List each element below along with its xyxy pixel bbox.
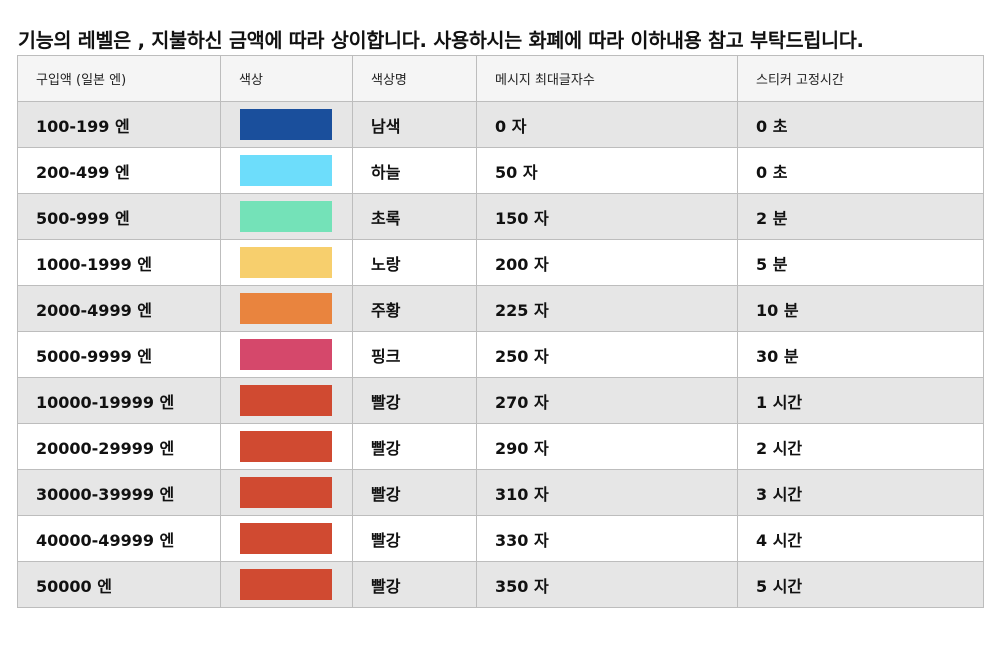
color-swatch-cell (220, 101, 353, 148)
max-chars-cell: 50 자 (476, 147, 738, 194)
max-chars-cell: 350 자 (476, 561, 738, 608)
color-name-cell: 주황 (352, 285, 477, 332)
color-swatch-cell (220, 561, 353, 608)
color-swatch-cell (220, 285, 353, 332)
color-swatch (240, 155, 332, 186)
color-swatch-cell (220, 377, 353, 424)
pin-time-cell: 10 분 (737, 285, 984, 332)
max-chars-cell: 150 자 (476, 193, 738, 240)
max-chars-cell: 250 자 (476, 331, 738, 378)
table-row: 2000-4999 엔 주황 225 자 10 분 (17, 285, 984, 332)
amount-cell: 30000-39999 엔 (17, 469, 221, 516)
color-swatch-cell (220, 331, 353, 378)
color-name-cell: 빨강 (352, 469, 477, 516)
amount-cell: 40000-49999 엔 (17, 515, 221, 562)
color-name-cell: 핑크 (352, 331, 477, 378)
max-chars-cell: 330 자 (476, 515, 738, 562)
max-chars-cell: 225 자 (476, 285, 738, 332)
color-name-cell: 하늘 (352, 147, 477, 194)
color-swatch (240, 109, 332, 140)
pin-time-cell: 2 분 (737, 193, 984, 240)
color-swatch (240, 523, 332, 554)
pin-time-cell: 0 초 (737, 101, 984, 148)
max-chars-cell: 200 자 (476, 239, 738, 286)
notice-text: 기능의 레벨은 , 지불하신 금액에 따라 상이합니다. 사용하시는 화폐에 따… (18, 29, 864, 52)
table-header-row: 구입액 (일본 엔) 색상 색상명 메시지 최대글자수 스티커 고정시간 (17, 55, 984, 102)
max-chars-cell: 0 자 (476, 101, 738, 148)
color-name-cell: 빨강 (352, 561, 477, 608)
pin-time-cell: 1 시간 (737, 377, 984, 424)
header-max-chars: 메시지 최대글자수 (476, 55, 738, 102)
color-swatch-cell (220, 239, 353, 286)
color-swatch (240, 385, 332, 416)
amount-cell: 2000-4999 엔 (17, 285, 221, 332)
pin-time-cell: 3 시간 (737, 469, 984, 516)
pin-time-cell: 0 초 (737, 147, 984, 194)
color-swatch (240, 247, 332, 278)
level-table: 구입액 (일본 엔) 색상 색상명 메시지 최대글자수 스티커 고정시간 100… (17, 55, 984, 608)
color-swatch-cell (220, 147, 353, 194)
pin-time-cell: 30 분 (737, 331, 984, 378)
color-name-cell: 남색 (352, 101, 477, 148)
color-swatch (240, 293, 332, 324)
header-pin-time: 스티커 고정시간 (737, 55, 984, 102)
color-swatch-cell (220, 423, 353, 470)
amount-cell: 1000-1999 엔 (17, 239, 221, 286)
header-amount: 구입액 (일본 엔) (17, 55, 221, 102)
color-swatch (240, 201, 332, 232)
amount-cell: 50000 엔 (17, 561, 221, 608)
color-name-cell: 초록 (352, 193, 477, 240)
color-name-cell: 노랑 (352, 239, 477, 286)
header-color-name: 색상명 (352, 55, 477, 102)
color-swatch (240, 339, 332, 370)
max-chars-cell: 290 자 (476, 423, 738, 470)
color-swatch (240, 477, 332, 508)
pin-time-cell: 4 시간 (737, 515, 984, 562)
pin-time-cell: 2 시간 (737, 423, 984, 470)
color-name-cell: 빨강 (352, 377, 477, 424)
amount-cell: 20000-29999 엔 (17, 423, 221, 470)
color-swatch (240, 431, 332, 462)
amount-cell: 5000-9999 엔 (17, 331, 221, 378)
amount-cell: 100-199 엔 (17, 101, 221, 148)
color-name-cell: 빨강 (352, 423, 477, 470)
table-row: 5000-9999 엔 핑크 250 자 30 분 (17, 331, 984, 378)
pin-time-cell: 5 시간 (737, 561, 984, 608)
color-swatch-cell (220, 193, 353, 240)
color-swatch-cell (220, 469, 353, 516)
pin-time-cell: 5 분 (737, 239, 984, 286)
color-swatch-cell (220, 515, 353, 562)
max-chars-cell: 270 자 (476, 377, 738, 424)
color-swatch (240, 569, 332, 600)
amount-cell: 500-999 엔 (17, 193, 221, 240)
header-color: 색상 (220, 55, 353, 102)
color-name-cell: 빨강 (352, 515, 477, 562)
max-chars-cell: 310 자 (476, 469, 738, 516)
amount-cell: 10000-19999 엔 (17, 377, 221, 424)
amount-cell: 200-499 엔 (17, 147, 221, 194)
